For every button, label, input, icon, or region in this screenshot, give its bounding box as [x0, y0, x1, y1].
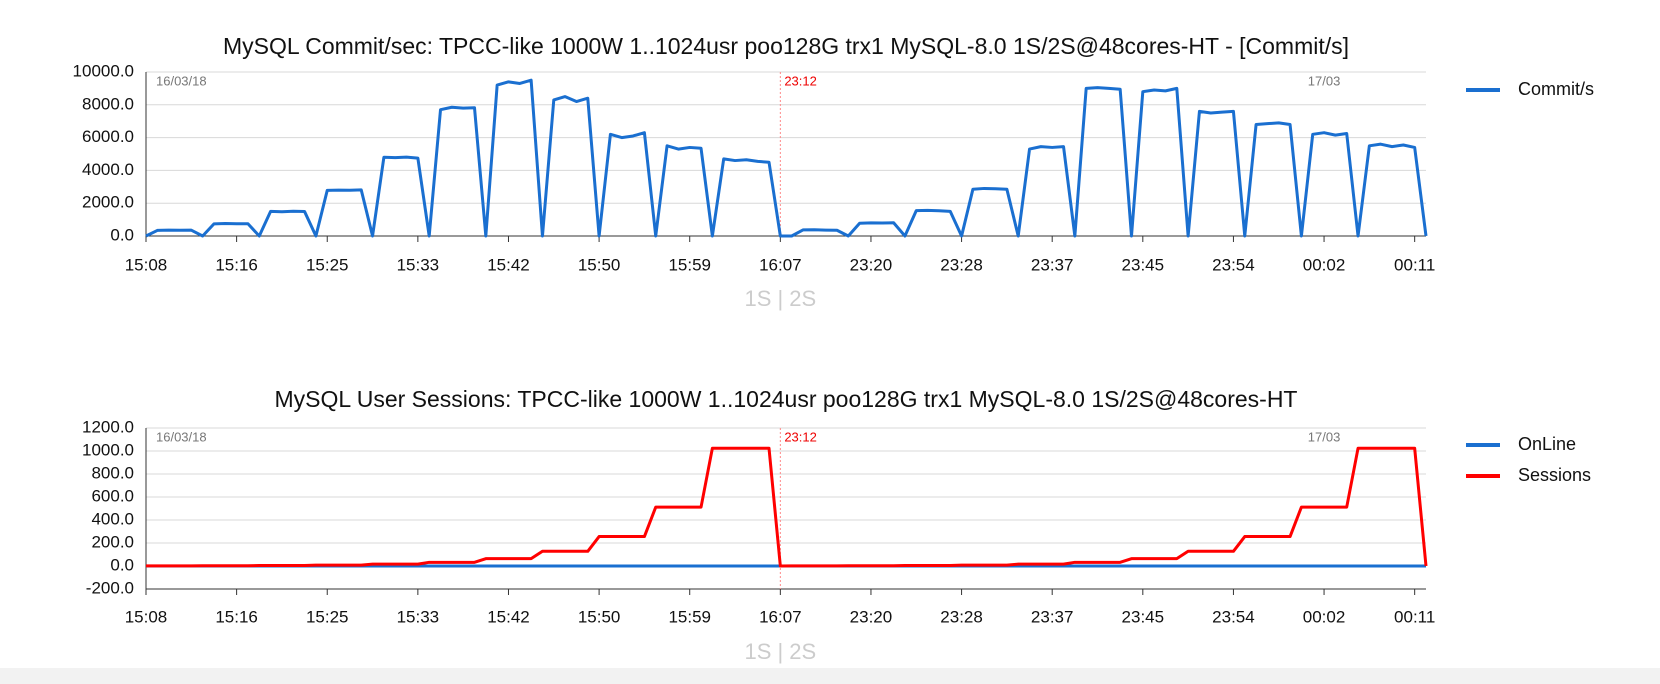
x-tick-label: 15:08 [125, 607, 168, 626]
x-tick-label: 15:59 [668, 607, 711, 626]
y-tick-label: 0.0 [110, 555, 134, 574]
x-axis-label: 1S | 2S [744, 286, 816, 311]
annotation: 23:12 [784, 73, 817, 88]
y-tick-label: 600.0 [91, 486, 134, 505]
legend-label: Sessions [1518, 465, 1591, 485]
x-tick-label: 23:28 [940, 607, 983, 626]
y-tick-label: 2000.0 [82, 193, 134, 212]
x-tick-label: 23:54 [1212, 607, 1255, 626]
x-tick-label: 00:02 [1303, 607, 1346, 626]
x-tick-label: 16:07 [759, 255, 802, 274]
chart-title: MySQL User Sessions: TPCC-like 1000W 1..… [275, 386, 1298, 412]
x-tick-label: 15:25 [306, 607, 349, 626]
annotation: 23:12 [784, 429, 817, 444]
y-tick-label: 400.0 [91, 509, 134, 528]
annotation: 17/03 [1308, 429, 1341, 444]
x-tick-label: 23:20 [850, 255, 893, 274]
x-tick-label: 15:33 [397, 255, 440, 274]
x-tick-label: 00:11 [1394, 255, 1435, 274]
x-tick-label: 15:42 [487, 255, 530, 274]
x-tick-label: 23:20 [850, 607, 893, 626]
y-tick-label: 4000.0 [82, 160, 134, 179]
y-tick-label: 0.0 [110, 225, 134, 244]
footer-band [0, 668, 1660, 684]
y-tick-label: 1200.0 [82, 417, 134, 436]
x-tick-label: 15:50 [578, 607, 621, 626]
x-tick-label: 15:25 [306, 255, 349, 274]
x-tick-label: 15:08 [125, 255, 168, 274]
x-tick-label: 15:16 [215, 607, 258, 626]
annotation: 16/03/18 [156, 73, 207, 88]
x-tick-label: 15:33 [397, 607, 440, 626]
y-tick-label: 6000.0 [82, 127, 134, 146]
x-tick-label: 23:37 [1031, 607, 1074, 626]
x-tick-label: 15:16 [215, 255, 258, 274]
annotation: 17/03 [1308, 73, 1341, 88]
y-tick-label: 800.0 [91, 463, 134, 482]
chart-title: MySQL Commit/sec: TPCC-like 1000W 1..102… [223, 33, 1349, 59]
x-tick-label: 00:11 [1394, 607, 1435, 626]
x-axis-label: 1S | 2S [744, 639, 816, 664]
legend-label: OnLine [1518, 434, 1576, 454]
series-line [145, 78, 1428, 238]
x-tick-label: 15:42 [487, 607, 530, 626]
x-tick-label: 00:02 [1303, 255, 1346, 274]
x-tick-label: 15:50 [578, 255, 621, 274]
annotation: 16/03/18 [156, 429, 207, 444]
x-tick-label: 23:28 [940, 255, 983, 274]
x-tick-label: 16:07 [759, 607, 802, 626]
y-tick-label: 10000.0 [73, 61, 134, 80]
x-tick-label: 23:45 [1122, 607, 1165, 626]
x-tick-label: 23:37 [1031, 255, 1074, 274]
y-tick-label: 8000.0 [82, 94, 134, 113]
x-tick-label: 15:59 [668, 255, 711, 274]
x-tick-label: 23:54 [1212, 255, 1255, 274]
legend-label: Commit/s [1518, 79, 1594, 99]
y-tick-label: 1000.0 [82, 440, 134, 459]
x-tick-label: 23:45 [1122, 255, 1165, 274]
y-tick-label: -200.0 [86, 578, 134, 597]
y-tick-label: 200.0 [91, 532, 134, 551]
series-line [146, 446, 1428, 568]
